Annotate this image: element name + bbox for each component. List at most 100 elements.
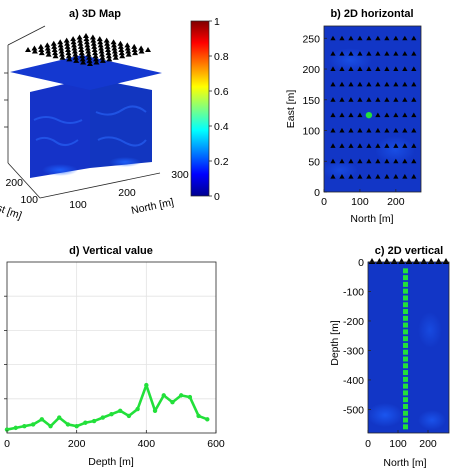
series-point (178, 393, 184, 398)
surface-sensor-cone (104, 43, 111, 49)
surface-sensor-cone (368, 258, 376, 264)
sensor-point (384, 127, 390, 133)
surface-sensor-cone (405, 258, 413, 264)
profile-point (403, 268, 408, 274)
surface-sensor-cone (72, 51, 79, 57)
series-point (65, 422, 71, 427)
sensor-point (375, 35, 381, 41)
surface-sensor-cone (398, 258, 405, 264)
sensor-point (384, 143, 390, 148)
sensor-point (348, 127, 354, 133)
panel-d-title: d) Vertical value (69, 245, 153, 257)
profile-point (403, 336, 408, 342)
surface-sensor-cone (84, 45, 91, 51)
sensor-point (330, 35, 336, 41)
sensor-point (411, 158, 417, 164)
panel-b-xlabel: North [m] (350, 213, 393, 225)
series-point (48, 423, 53, 429)
panel-d-xlabel: Depth [m] (88, 456, 134, 468)
surface-sensor-cone (112, 54, 119, 60)
profile-point (403, 281, 408, 287)
y-tick-label: 250 (302, 33, 320, 45)
panel-a-colorbar-ticks: 0 0.2 0.4 0.6 0.8 1 (209, 16, 229, 203)
x-tick-label: 0 (365, 438, 371, 450)
panel-d-vertical-value: d) Vertical value 0 200 400 600 Depth [m] (4, 245, 225, 468)
surface-sensor-cone (117, 40, 124, 46)
surface-sensor-cone (376, 258, 383, 264)
profile-point (403, 376, 408, 382)
surface-sensor-cone (79, 56, 86, 62)
surface-sensor-cone (57, 42, 64, 48)
profile-point (403, 349, 408, 355)
series-point (30, 422, 36, 427)
surface-sensor-cone (65, 53, 72, 59)
colorbar-tick-label: 0.4 (214, 121, 229, 133)
surface-sensor-cone (52, 53, 59, 59)
surface-sensor-cone (99, 54, 106, 60)
profile-point (403, 417, 408, 423)
series-point (39, 417, 45, 422)
series-point (83, 420, 88, 425)
surface-sensor-cone (25, 47, 31, 52)
highlight-point (365, 111, 373, 119)
surface-sensor-cone (427, 258, 435, 264)
y-tick-label: 0 (314, 187, 320, 199)
sensor-point (366, 97, 372, 102)
sensor-point (411, 81, 417, 87)
panel-a-slice-texture (33, 105, 147, 147)
y-tick-label: 200 (302, 64, 320, 76)
surface-sensor-cone (58, 48, 65, 54)
sensor-point (411, 66, 417, 72)
surface-sensor-cone (98, 48, 105, 54)
panel-b-texture (375, 136, 415, 164)
panel-a-hotspot (109, 157, 141, 167)
surface-sensor-cone (79, 53, 86, 59)
surface-sensor-cone (413, 258, 420, 264)
sensor-point (375, 97, 381, 102)
sensor-point (375, 174, 381, 179)
sensor-point (375, 158, 381, 164)
surface-sensor-cone (91, 43, 98, 49)
surface-sensor-cone (57, 39, 64, 45)
sensor-point (384, 66, 390, 72)
panel-c-surface-sensors (368, 258, 450, 264)
panel-a-slice-left (30, 78, 90, 178)
series-point (170, 400, 175, 405)
colorbar-tick-label: 0 (214, 191, 220, 203)
sensor-point (384, 174, 390, 179)
surface-sensor-cone (106, 56, 113, 62)
surface-sensor-cone (145, 47, 151, 52)
surface-sensor-cone (110, 39, 117, 45)
sensor-point (393, 112, 399, 118)
panel-a-x-tick: 300 (171, 169, 189, 181)
sensor-point (366, 66, 372, 72)
panel-c-texture (418, 410, 446, 430)
sensor-point (393, 174, 399, 179)
surface-sensor-cone (72, 54, 79, 60)
x-tick-label: 200 (387, 196, 405, 208)
sensor-point (357, 143, 363, 148)
sensor-point (330, 97, 336, 102)
surface-sensor-cone (111, 45, 118, 51)
sensor-point (357, 174, 363, 179)
panel-c-ylabel: Depth [m] (329, 320, 341, 366)
sensor-point (348, 97, 354, 102)
surface-sensor-cone (38, 50, 45, 56)
surface-sensor-cone (90, 37, 97, 43)
sensor-point (393, 97, 399, 102)
sensor-point (330, 112, 336, 118)
sensor-point (330, 51, 336, 56)
panel-a-hotspot (42, 164, 78, 176)
surface-sensor-cone (59, 51, 65, 57)
surface-sensor-cone (83, 33, 89, 38)
surface-sensor-cone (78, 47, 85, 52)
surface-sensor-cone (118, 50, 125, 56)
panel-d-plot-area (7, 262, 216, 433)
y-tick-label: 150 (302, 95, 320, 107)
panel-a-y-tick: 200 (5, 177, 23, 189)
surface-sensor-cone (92, 50, 99, 56)
panel-a-surface-sensors (25, 33, 151, 66)
series-point (196, 413, 201, 419)
surface-sensor-cone (70, 36, 77, 42)
surface-sensor-cone (104, 40, 111, 46)
